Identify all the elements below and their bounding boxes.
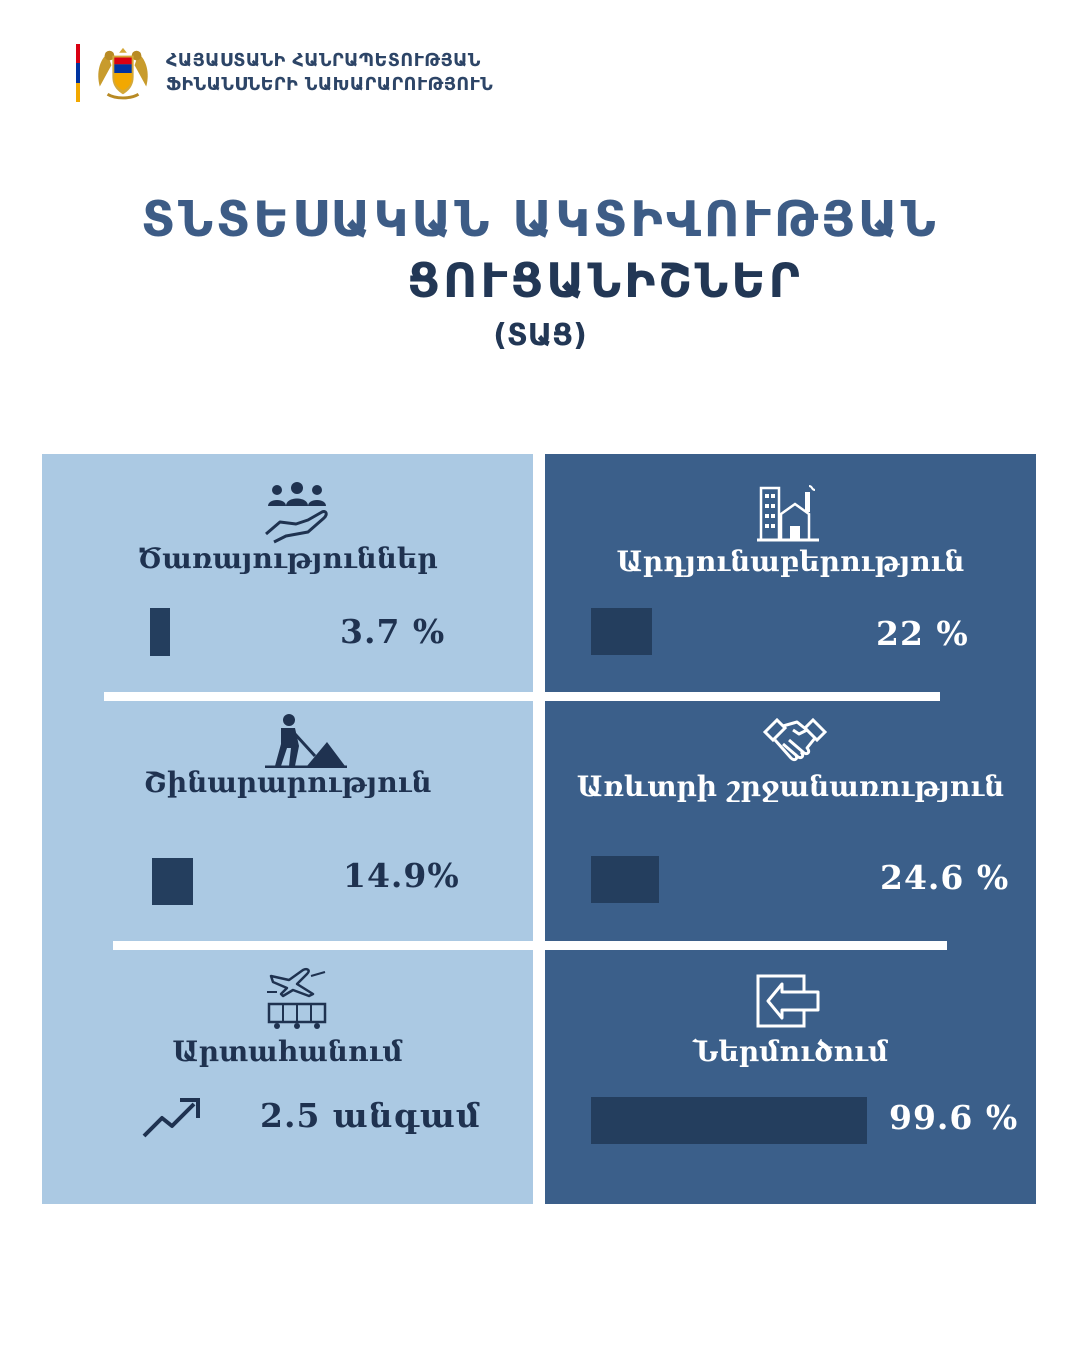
- bar-import: [591, 1097, 867, 1144]
- label-trade-turnover: Առևտրի շրջանառություն: [576, 770, 1005, 803]
- factory-icon: [757, 485, 819, 542]
- handshake-icon: [763, 717, 827, 762]
- coat-of-arms-icon: [98, 47, 148, 100]
- bar-trade-turnover: [591, 856, 659, 903]
- left-panel: [42, 454, 533, 1204]
- value-construction: 14.9%: [343, 856, 460, 895]
- value-import: 99.6 %: [889, 1098, 1019, 1137]
- label-services: Ծառայություններ: [137, 542, 438, 575]
- flag-red-stripe: [76, 44, 80, 64]
- flag-orange-stripe: [76, 82, 80, 102]
- value-export: 2.5 անգամ: [260, 1096, 481, 1135]
- bar-industry: [591, 608, 652, 655]
- bar-services: [150, 608, 170, 656]
- armenian-flag-stripe: [76, 44, 80, 102]
- import-arrow-icon: [756, 974, 820, 1028]
- ministry-name: ՀԱՅԱՍՏԱՆԻ ՀԱՆՐԱՊԵՏՈՒԹՅԱՆ ՖԻՆԱՆՍՆԵՐԻ ՆԱԽԱ…: [166, 49, 493, 97]
- value-services: 3.7 %: [340, 612, 446, 651]
- ministry-header: ՀԱՅԱՍՏԱՆԻ ՀԱՆՐԱՊԵՏՈՒԹՅԱՆ ՖԻՆԱՆՍՆԵՐԻ ՆԱԽԱ…: [76, 44, 493, 102]
- label-import: Ներմուծում: [692, 1035, 889, 1068]
- infographic-title: ՏՆՏԵՍԱԿԱՆ ԱԿՏԻՎՈՒԹՅԱՆ ՑՈՒՑԱՆԻՇՆԵՐ (ՏԱՑ): [0, 188, 1080, 358]
- label-export: Արտահանում: [172, 1035, 403, 1068]
- construction-worker-icon: [265, 714, 347, 768]
- divider-bottom: [113, 941, 947, 950]
- bar-construction: [152, 858, 193, 905]
- value-industry: 22 %: [876, 614, 969, 653]
- right-panel: [545, 454, 1036, 1204]
- title-abbreviation: (ՏԱՑ): [493, 318, 587, 353]
- label-industry: Արդյունաբերություն: [616, 545, 965, 578]
- divider-top: [104, 692, 940, 701]
- ministry-name-line2: ՖԻՆԱՆՍՆԵՐԻ ՆԱԽԱՐԱՐՈՒԹՅՈՒՆ: [166, 75, 494, 95]
- label-construction: Շինարարություն: [143, 766, 432, 799]
- ministry-name-line1: ՀԱՅԱՍՏԱՆԻ ՀԱՆՐԱՊԵՏՈՒԹՅԱՆ: [166, 51, 481, 71]
- trend-up-arrow-icon: [142, 1098, 200, 1138]
- people-hand-icon: [265, 482, 328, 544]
- value-trade-turnover: 24.6 %: [880, 858, 1010, 897]
- flag-blue-stripe: [76, 63, 80, 83]
- title-line1: ՏՆՏԵՍԱԿԱՆ ԱԿՏԻՎՈՒԹՅԱՆ: [141, 191, 939, 248]
- export-plane-train-icon: [267, 967, 327, 1029]
- title-line2: ՑՈՒՑԱՆԻՇՆԵՐ: [407, 254, 803, 309]
